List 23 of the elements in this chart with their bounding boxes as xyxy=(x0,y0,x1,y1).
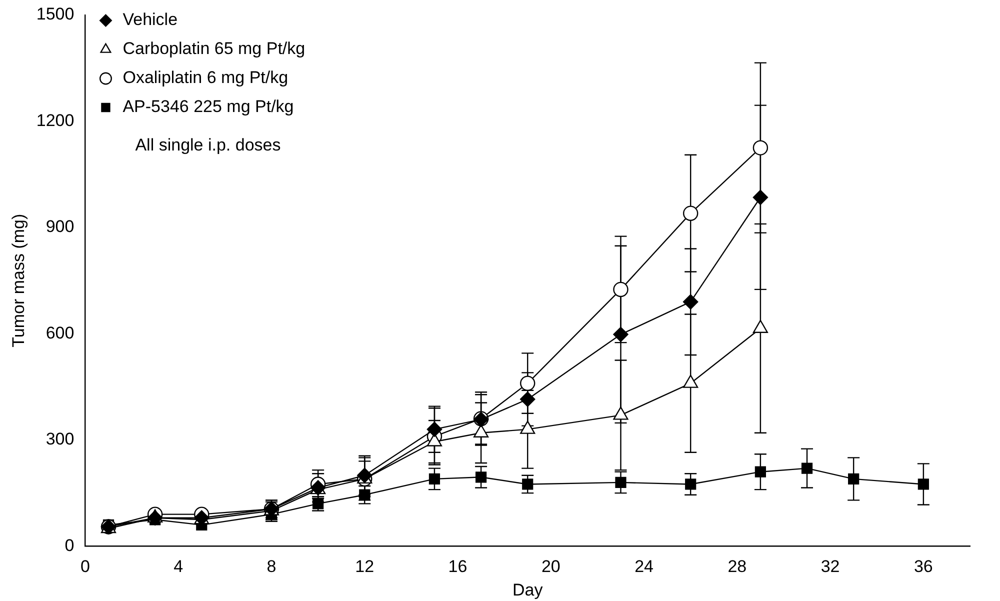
legend-label: AP-5346 225 mg Pt/kg xyxy=(122,97,294,116)
legend-label: Vehicle xyxy=(122,10,178,30)
x-tick-label: 4 xyxy=(174,557,184,576)
y-tick-label: 1500 xyxy=(36,4,74,24)
y-tick-label: 1200 xyxy=(36,110,74,130)
y-axis-title: Tumor mass (mg) xyxy=(8,214,28,348)
x-tick-label: 20 xyxy=(541,557,560,576)
y-tick-label: 600 xyxy=(46,323,74,342)
x-tick-label: 12 xyxy=(355,557,374,576)
legend-label: Oxaliplatin 6 mg Pt/kg xyxy=(122,68,288,88)
x-tick-label: 28 xyxy=(728,557,747,576)
y-tick-label: 300 xyxy=(46,430,74,449)
x-axis-title: Day xyxy=(512,580,544,600)
x-tick-label: 24 xyxy=(634,557,654,576)
x-tick-label: 36 xyxy=(914,557,933,576)
x-tick-label: 0 xyxy=(80,557,90,576)
y-tick-label: 900 xyxy=(46,217,74,236)
x-tick-label: 32 xyxy=(820,557,840,576)
legend-label: Carboplatin 65 mg Pt/kg xyxy=(122,39,306,58)
annotation: All single i.p. doses xyxy=(135,136,281,155)
y-tick-label: 0 xyxy=(64,536,74,555)
x-tick-label: 8 xyxy=(266,557,276,576)
x-tick-label: 16 xyxy=(448,557,468,576)
